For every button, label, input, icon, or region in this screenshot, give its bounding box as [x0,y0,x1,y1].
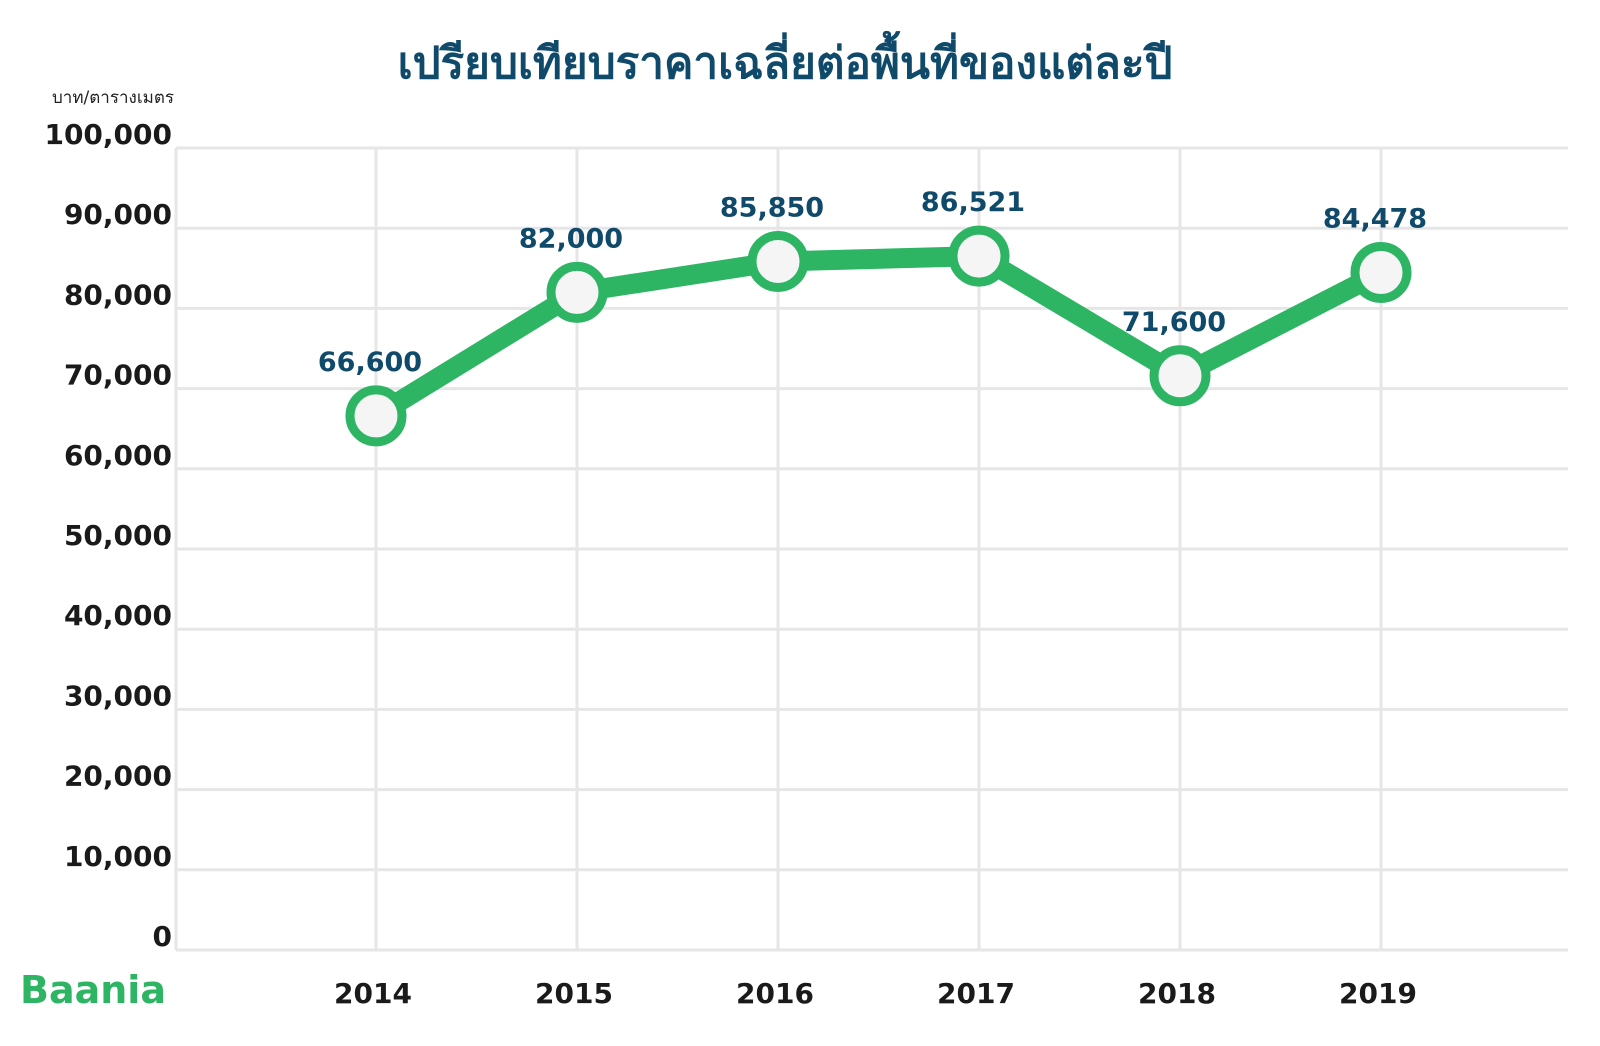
logo-text: Baania [20,968,166,1012]
data-label: 71,600 [1122,307,1226,338]
data-labels: 66,600 82,000 85,850 86,521 71,600 84,478 [318,187,1427,378]
x-tick-label: 2015 [535,977,613,1010]
series-line [366,246,1391,426]
data-point [948,225,1010,287]
y-tick-label: 20,000 [64,760,172,793]
data-label: 84,478 [1323,203,1427,234]
data-point [1149,345,1211,407]
baania-logo: Baania [20,968,166,1012]
y-tick-label: 70,000 [64,359,172,392]
data-point-markers [345,225,1412,447]
data-label: 85,850 [720,192,824,223]
y-axis-unit-label: บาท/ตารางเมตร [52,88,174,108]
x-tick-label: 2018 [1138,977,1216,1010]
y-tick-label: 30,000 [64,679,172,712]
data-point [1350,241,1412,303]
data-point [747,230,809,292]
data-label: 86,521 [921,187,1025,218]
y-tick-label: 50,000 [64,519,172,552]
chart-title: เปรียบเทียบราคาเฉลี่ยต่อพื้นที่ของแต่ละป… [398,30,1173,89]
y-tick-label: 10,000 [64,840,172,873]
grid-lines [174,146,1568,952]
y-tick-label: 0 [153,920,172,953]
data-label: 82,000 [519,223,623,254]
x-axis-ticks: 2014 2015 2016 2017 2018 2019 [334,977,1417,1010]
data-point [546,261,608,323]
data-label: 66,600 [318,347,422,378]
series-polyline [366,246,1391,426]
y-tick-label: 100,000 [44,118,172,151]
data-point [345,385,407,447]
x-tick-label: 2019 [1339,977,1417,1010]
y-tick-label: 60,000 [64,439,172,472]
y-tick-label: 80,000 [64,278,172,311]
x-tick-label: 2017 [937,977,1015,1010]
x-tick-label: 2014 [334,977,412,1010]
y-tick-label: 40,000 [64,599,172,632]
y-tick-label: 90,000 [64,198,172,231]
y-axis-ticks: 0 10,000 20,000 30,000 40,000 50,000 60,000 70,… [44,118,172,953]
x-tick-label: 2016 [736,977,814,1010]
